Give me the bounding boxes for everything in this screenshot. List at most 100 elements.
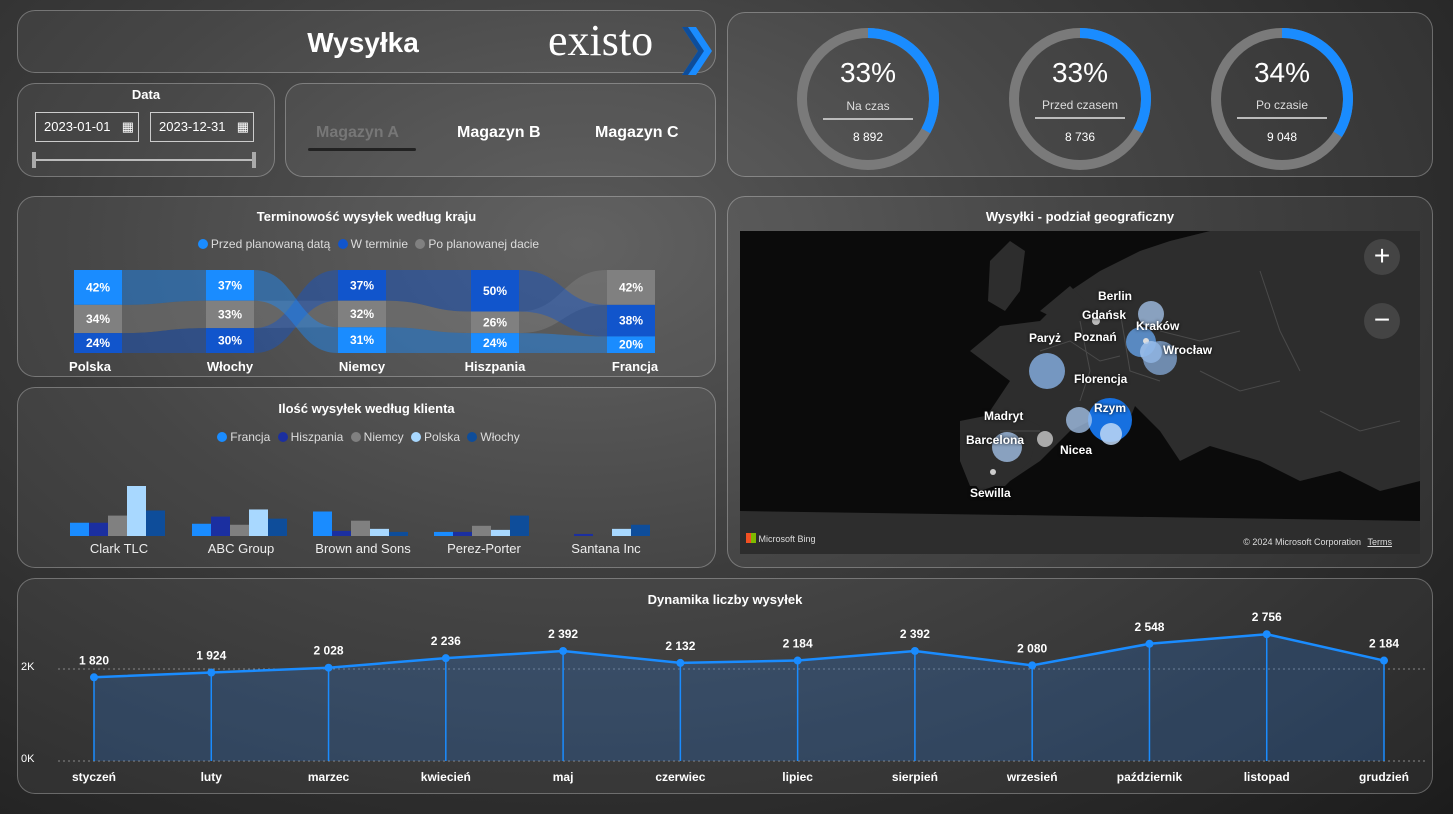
legend-late: Po planowanej dacie: [428, 237, 540, 251]
city-label: Florencja: [1074, 372, 1128, 386]
map-bubble[interactable]: [992, 432, 1022, 462]
ribbon-segment: [206, 300, 254, 329]
ribbon-segment: [607, 304, 655, 337]
ribbon-flow: [122, 328, 206, 353]
city-label: Berlin: [1098, 289, 1133, 303]
map-bubble[interactable]: [1138, 301, 1164, 327]
zoom-in-button[interactable]: +: [1364, 239, 1400, 275]
kpi-early-pct: 33%: [1051, 57, 1109, 88]
kpi-late-value: 9 048: [1266, 130, 1298, 144]
map-bubble[interactable]: [1143, 341, 1177, 375]
ribbon-value-label: 42%: [86, 280, 110, 294]
country-chart-legend: Przed planowaną datą W terminie Po plano…: [18, 237, 715, 251]
kpi-on-time-label: Na czas: [846, 99, 890, 113]
month-label: marzec: [308, 770, 350, 784]
date-from-input[interactable]: 2023-01-01 ▦: [35, 112, 139, 142]
zoom-out-button[interactable]: −: [1364, 303, 1400, 339]
data-point: [441, 654, 450, 663]
map-title: Wysyłki - podział geograficzny: [985, 209, 1175, 224]
month-label: czerwiec: [655, 770, 705, 784]
ribbon-segment: [338, 270, 386, 301]
date-slider-track[interactable]: [34, 159, 256, 161]
map-land: [740, 231, 1420, 554]
ribbon-segment: [471, 333, 519, 353]
page-title: Wysyłka: [307, 27, 419, 58]
data-label: 1 820: [79, 653, 109, 667]
map-bubble[interactable]: [1100, 423, 1122, 445]
map-bubble[interactable]: [1092, 317, 1100, 325]
ribbon-value-label: 42%: [619, 280, 643, 294]
kpi-on-time-value: 8 892: [852, 130, 884, 144]
map-bubble[interactable]: [1029, 353, 1065, 389]
data-label: 2 028: [314, 644, 344, 658]
ribbon-segment: [206, 270, 254, 301]
title-card: Wysyłka existo: [17, 10, 716, 75]
kpi-late-label: Po czasie: [1255, 98, 1309, 112]
warehouse-button-a[interactable]: Magazyn A: [316, 124, 399, 141]
date-filter-card: Data 2023-01-01 ▦ 2023-12-31 ▦: [17, 83, 275, 177]
customer-bar: [332, 530, 351, 536]
existo-logo: existo: [548, 16, 654, 65]
month-label: listopad: [1244, 770, 1290, 784]
customer-label: ABC Group: [207, 541, 275, 556]
ribbon-value-label: 37%: [218, 278, 242, 292]
legend-polska: Polska: [424, 430, 461, 444]
month-label: styczeń: [72, 770, 116, 784]
map-bubble[interactable]: [1066, 407, 1092, 433]
month-label: lipiec: [782, 770, 813, 784]
legend-niemcy: Niemcy: [363, 430, 404, 444]
city-label: Gdańsk: [1082, 308, 1127, 322]
kpi-late-pct: 34%: [1253, 57, 1311, 88]
customer-bar: [249, 509, 268, 536]
legend-before: Przed planowaną datą: [210, 237, 331, 251]
warehouse-button-b[interactable]: Magazyn B: [457, 124, 541, 141]
data-label: 2 184: [783, 637, 813, 651]
kpi-early-label: Przed czasem: [1041, 98, 1119, 112]
area-fill: [94, 634, 1384, 761]
customer-bar: [631, 524, 650, 536]
data-label: 2 392: [548, 627, 578, 641]
ribbon-flow: [254, 270, 338, 353]
ribbon-flow: [519, 270, 607, 337]
map-bubble[interactable]: [1037, 431, 1053, 447]
city-label: Paryż: [1029, 331, 1062, 345]
ribbon-value-label: 24%: [483, 336, 507, 350]
data-point: [324, 663, 333, 672]
monthly-shipments-card: Dynamika liczby wysyłek 2K 0K 1 820 stycz…: [17, 578, 1433, 794]
city-label: Poznań: [1074, 330, 1117, 344]
country-label: Polska: [69, 359, 112, 374]
ribbon-chart: 42% 34% 24% Polska 37% 33% 30% Włochy 37% 32% 31% N…: [69, 270, 659, 374]
date-to-input[interactable]: 2023-12-31 ▦: [150, 112, 254, 142]
map-bubble[interactable]: [990, 469, 996, 475]
customer-label: Perez-Porter: [447, 541, 521, 556]
customer-bar: [472, 525, 491, 536]
date-slider-handle-end[interactable]: [252, 152, 256, 168]
data-label: 2 080: [1017, 641, 1047, 655]
ribbon-flow: [254, 270, 338, 353]
data-point: [1262, 630, 1271, 639]
ribbon-flow: [386, 300, 471, 334]
customer-bar: [434, 531, 453, 536]
calendar-icon[interactable]: ▦: [236, 119, 249, 134]
warehouse-button-c[interactable]: Magazyn C: [595, 124, 679, 141]
date-slider-handle-start[interactable]: [32, 152, 36, 168]
legend-on-time: W terminie: [350, 237, 408, 251]
customer-bar: [313, 511, 332, 536]
map-card: Wysyłki - podział geograficzny + −: [727, 196, 1433, 568]
legend-wlochy: Włochy: [480, 430, 520, 444]
customer-bar: [351, 520, 370, 536]
series-line: [93, 632, 1385, 679]
legend-hiszpania: Hiszpania: [290, 430, 344, 444]
ribbon-value-label: 31%: [350, 333, 374, 347]
y-tick-2k: 2K: [21, 661, 35, 673]
monthly-chart-title: Dynamika liczby wysyłek: [647, 592, 803, 607]
kpi-early-value: 8 736: [1064, 130, 1096, 144]
map-canvas[interactable]: + − Berlin Gdańsk Kraków Poznań Paryż Wr…: [740, 231, 1420, 554]
data-point: [207, 668, 216, 677]
customer-shipments-card: Ilość wysyłek według klienta Francja His…: [17, 387, 716, 568]
calendar-icon[interactable]: ▦: [121, 119, 134, 134]
kpi-card: 33% Na czas 8 892 33% Przed czasem 8 736…: [727, 12, 1433, 177]
ribbon-value-label: 24%: [86, 336, 110, 350]
legend-dot: [415, 239, 426, 249]
terms-link[interactable]: Terms: [1367, 537, 1393, 547]
